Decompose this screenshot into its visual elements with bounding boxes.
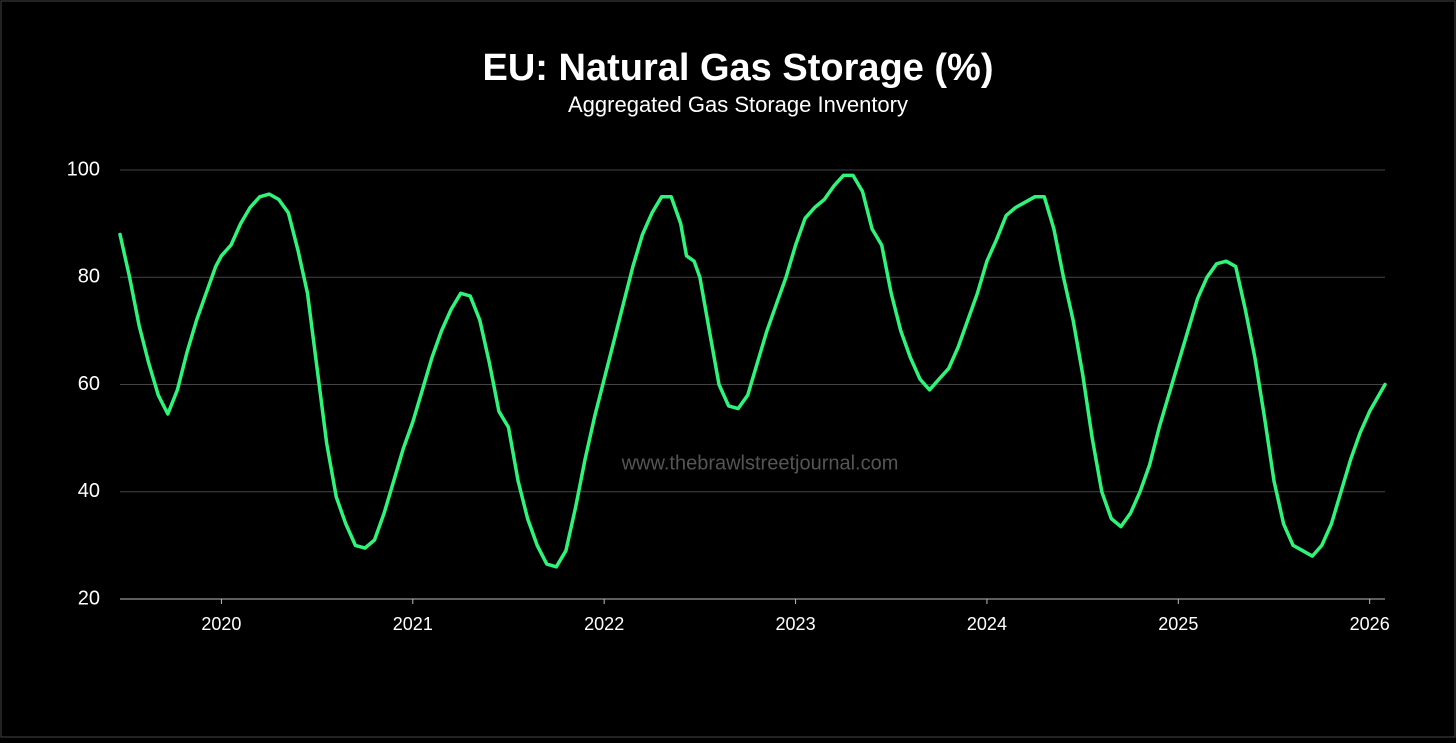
y-tick-label: 100 [67, 158, 100, 180]
y-tick-label: 80 [78, 266, 100, 288]
watermark: www.thebrawlstreetjournal.com [621, 452, 899, 474]
y-tick-label: 20 [78, 587, 100, 609]
y-tick-label: 40 [78, 480, 100, 502]
x-tick-label: 2021 [393, 614, 433, 634]
x-tick-label: 2025 [1158, 614, 1198, 634]
chart-subtitle: Aggregated Gas Storage Inventory [568, 92, 908, 117]
chart-title: EU: Natural Gas Storage (%) [483, 47, 994, 89]
x-tick-label: 2026 [1350, 614, 1390, 634]
x-tick-label: 2023 [776, 614, 816, 634]
x-tick-label: 2022 [584, 614, 624, 634]
x-tick-label: 2020 [201, 614, 241, 634]
data-line [118, 173, 1387, 569]
y-tick-label: 60 [78, 373, 100, 395]
x-tick-label: 2024 [967, 614, 1007, 634]
